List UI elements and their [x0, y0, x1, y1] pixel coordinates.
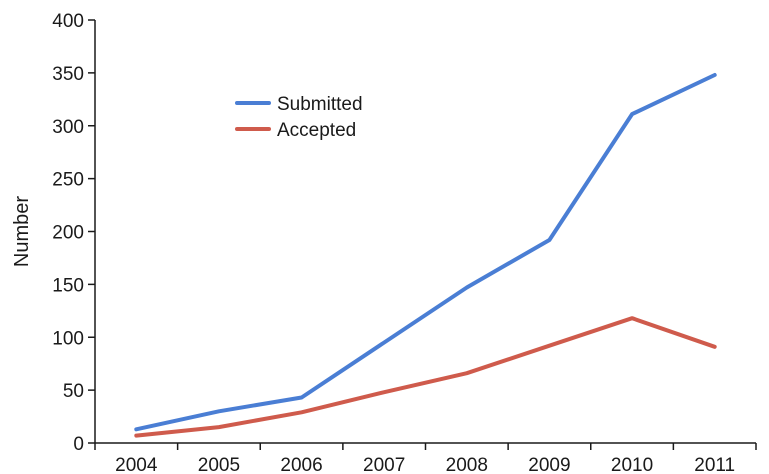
- x-ticks: 2004 2005 2006 2007 2008 2009 2010 2011: [94, 443, 757, 474]
- x-tick-label: 2005: [198, 455, 240, 474]
- x-tick-label: 2007: [363, 455, 405, 474]
- x-tick-label: 2006: [280, 455, 322, 474]
- y-tick-label: 300: [52, 117, 84, 138]
- y-tick-label: 50: [63, 381, 84, 402]
- x-tick-label: 2004: [115, 455, 158, 474]
- x-tick-label: 2011: [694, 455, 735, 474]
- x-tick-label: 2009: [528, 455, 570, 474]
- x-tick-label: 2010: [611, 455, 653, 474]
- y-tick-label: 350: [52, 64, 84, 85]
- axes: [94, 20, 756, 444]
- series-group: [134, 73, 717, 438]
- y-tick-label: 400: [52, 11, 84, 32]
- y-tick-label: 0: [73, 434, 84, 455]
- y-axis-title: Number: [11, 196, 33, 267]
- series-line-accepted: [134, 316, 717, 438]
- y-tick-label: 150: [52, 275, 84, 296]
- y-tick-label: 200: [52, 223, 84, 244]
- y-tick-label: 100: [52, 328, 84, 349]
- y-tick-label: 250: [52, 170, 84, 191]
- series-line-submitted: [134, 73, 717, 432]
- legend-label-accepted: Accepted: [277, 120, 356, 141]
- legend: Submitted Accepted: [235, 94, 363, 141]
- x-tick-label: 2008: [446, 455, 488, 474]
- y-ticks: 0 50 100 150 200 250 300 350 400: [52, 11, 95, 455]
- legend-label-submitted: Submitted: [277, 94, 363, 115]
